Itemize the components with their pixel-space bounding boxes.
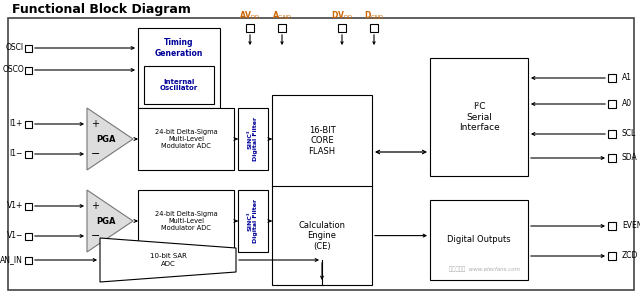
Polygon shape <box>87 108 133 170</box>
Text: −: − <box>91 231 100 241</box>
Bar <box>138 108 234 170</box>
Bar <box>370 24 378 32</box>
Bar <box>24 44 31 52</box>
Bar <box>608 252 616 260</box>
Text: D$_{\mathsf{GND}}$: D$_{\mathsf{GND}}$ <box>364 9 384 22</box>
Bar <box>430 58 528 176</box>
Bar <box>246 24 254 32</box>
Text: SDA: SDA <box>622 154 637 163</box>
Bar <box>138 190 234 252</box>
Text: Timing
Generation: Timing Generation <box>155 38 203 58</box>
Bar <box>238 108 268 170</box>
Text: PGA: PGA <box>97 134 116 144</box>
Bar <box>144 66 214 104</box>
Bar <box>608 154 616 162</box>
Bar <box>24 120 31 128</box>
Text: A1: A1 <box>622 73 632 83</box>
Text: ZCD: ZCD <box>622 252 638 260</box>
Bar <box>138 28 220 108</box>
Text: SCL: SCL <box>622 130 636 139</box>
Polygon shape <box>87 190 133 252</box>
Text: −: − <box>91 149 100 159</box>
Text: OSCI: OSCI <box>6 44 24 52</box>
Bar <box>24 232 31 239</box>
Text: A$_{\mathsf{GND}}$: A$_{\mathsf{GND}}$ <box>272 9 292 22</box>
Text: DV$_{\mathsf{DD}}$: DV$_{\mathsf{DD}}$ <box>331 9 353 22</box>
Bar <box>24 150 31 157</box>
Text: Calculation
Engine
(CE): Calculation Engine (CE) <box>298 221 346 250</box>
Bar <box>608 100 616 108</box>
Text: EVENT: EVENT <box>622 221 640 231</box>
Bar <box>272 95 372 285</box>
Text: SINC³
Digital Filter: SINC³ Digital Filter <box>248 117 259 161</box>
Bar <box>608 130 616 138</box>
Text: V1−: V1− <box>6 231 23 240</box>
Text: AN_IN: AN_IN <box>0 255 23 265</box>
Text: SINC³
Digital Filter: SINC³ Digital Filter <box>248 199 259 243</box>
Text: Functional Block Diagram: Functional Block Diagram <box>12 3 191 16</box>
Text: V1+: V1+ <box>6 202 23 210</box>
Text: 16-BIT
CORE
FLASH: 16-BIT CORE FLASH <box>308 126 335 155</box>
Text: PGA: PGA <box>97 216 116 226</box>
Bar <box>24 67 31 73</box>
Bar <box>278 24 286 32</box>
Text: Internal
Oscillator: Internal Oscillator <box>160 78 198 91</box>
Text: +: + <box>91 119 99 129</box>
Text: OSCO: OSCO <box>3 65 24 75</box>
Text: A0: A0 <box>622 99 632 109</box>
Text: 电子发烧友  www.elecfans.com: 电子发烧友 www.elecfans.com <box>449 266 520 272</box>
Bar <box>24 202 31 210</box>
Text: I1−: I1− <box>10 149 23 158</box>
Bar <box>238 190 268 252</box>
Text: Digital Outputs: Digital Outputs <box>447 236 511 244</box>
Text: 10-bit SAR
ADC: 10-bit SAR ADC <box>150 253 186 266</box>
Text: +: + <box>91 201 99 211</box>
Bar <box>608 222 616 230</box>
Text: I1+: I1+ <box>10 120 23 128</box>
Bar <box>608 74 616 82</box>
Bar <box>430 200 528 280</box>
Text: 24-bit Delta-Sigma
Multi-Level
Modulator ADC: 24-bit Delta-Sigma Multi-Level Modulator… <box>155 211 218 231</box>
Polygon shape <box>100 238 236 282</box>
Bar <box>24 257 31 263</box>
Text: 24-bit Delta-Sigma
Multi-Level
Modulator ADC: 24-bit Delta-Sigma Multi-Level Modulator… <box>155 129 218 149</box>
Text: I²C
Serial
Interface: I²C Serial Interface <box>459 102 499 132</box>
Bar <box>338 24 346 32</box>
Text: AV$_{\mathsf{DD}}$: AV$_{\mathsf{DD}}$ <box>239 9 261 22</box>
